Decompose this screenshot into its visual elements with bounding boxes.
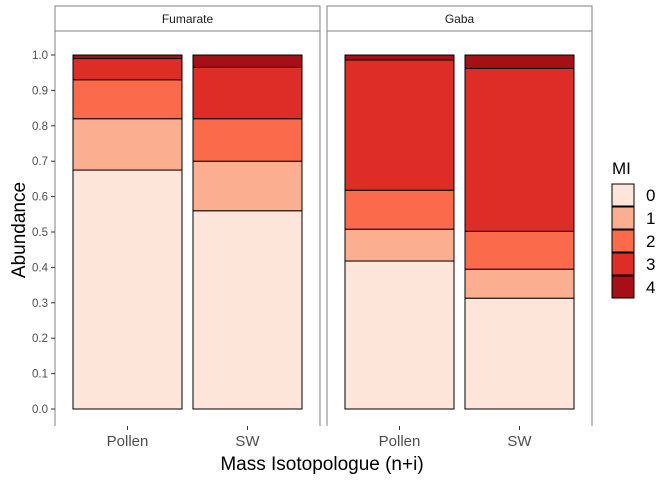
y-tick-label: 1.0 [32,50,48,62]
bar-segment-mi-3 [464,67,575,232]
legend-label-1: 1 [646,209,655,228]
y-axis-title: Abundance [9,182,30,278]
bar-segment-mi-3 [72,58,183,81]
facet-panel-fumarate: Fumarate Pollen SW [54,5,321,450]
bar-segment-mi-2 [344,189,455,230]
y-tick-label: 0.2 [32,333,48,345]
bar-segment-mi-4 [344,54,455,61]
legend-label-4: 4 [646,278,655,297]
x-tick-label: Pollen [107,433,149,450]
legend-key-0 [611,183,635,207]
x-axis-title: Mass Isotopologue (n+i) [220,454,423,475]
facet-strip [54,5,321,32]
bar-segment-mi-0 [464,297,575,410]
bar-segment-mi-3 [344,59,455,191]
x-tick-label: SW [507,433,532,450]
y-tick-label: 0.9 [32,85,48,97]
bar-segment-mi-4 [192,54,303,68]
y-tick-label: 0.4 [32,262,49,274]
y-tick-label: 0.8 [32,121,48,133]
legend-key-3 [611,252,635,276]
bar-segment-mi-1 [344,228,455,262]
legend-key-2 [611,229,635,253]
bar-segment-mi-2 [192,118,303,162]
y-tick-label: 0.7 [32,156,48,168]
legend-title: MI [612,159,631,178]
legend-key-1 [611,206,635,230]
bar-segment-mi-4 [464,54,575,69]
bar-segment-mi-1 [192,160,303,212]
bar-segment-mi-0 [72,169,183,410]
bar-segment-mi-4 [72,54,183,60]
y-tick-label: 0.3 [32,298,48,310]
facet-strip-label: Gaba [445,12,475,26]
y-axis: 0.0 0.1 0.2 0.3 0.4 0.5 0.6 0.7 0.8 0.9 1.0 [32,50,55,416]
facet-panel-gaba: Gaba Pollen SW [326,5,593,450]
bar-segment-mi-2 [464,230,575,270]
legend-label-3: 3 [646,255,655,274]
bar-segment-mi-3 [192,66,303,120]
legend-key-4 [611,275,635,299]
y-tick-label: 0.6 [32,192,48,204]
x-tick-label: Pollen [379,433,421,450]
panels-layer: Fumarate Pollen SW Gaba Pollen SW [54,5,593,450]
bar-segment-mi-1 [72,118,183,171]
bar-segment-mi-0 [192,210,303,410]
y-tick-label: 0.0 [32,404,48,416]
legend-label-0: 0 [646,186,655,205]
legend-label-2: 2 [646,232,655,251]
bar-segment-mi-1 [464,268,575,299]
x-tick-label: SW [235,433,260,450]
facet-strip [326,5,593,32]
bar-segment-mi-2 [72,79,183,120]
y-tick-label: 0.1 [32,369,48,381]
bar-segment-mi-0 [344,260,455,410]
y-tick-label: 0.5 [32,227,48,239]
legend: MI 0 1 2 3 4 [611,159,655,299]
facet-strip-label: Fumarate [162,12,214,26]
